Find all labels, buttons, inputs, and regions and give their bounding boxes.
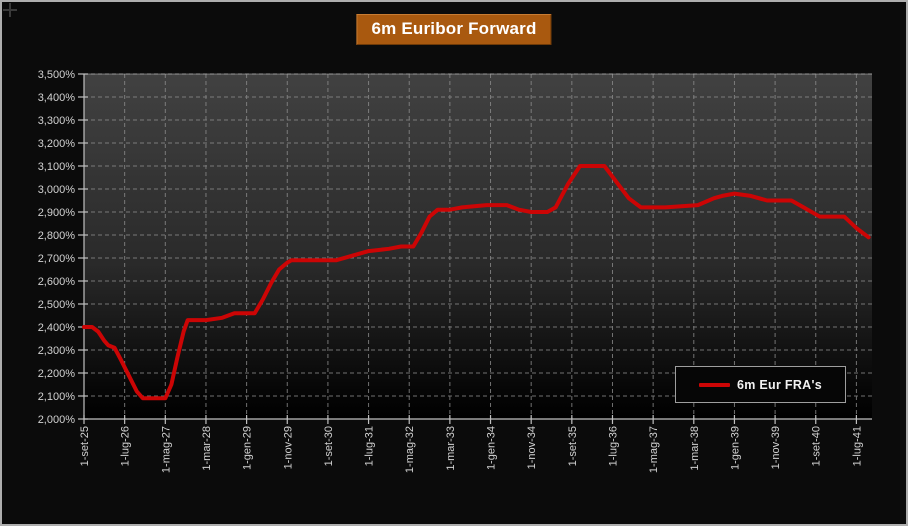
svg-text:1-mar-28: 1-mar-28 [201,426,213,471]
svg-text:1-mar-33: 1-mar-33 [445,426,457,471]
svg-text:3,100%: 3,100% [38,161,76,173]
tick-marks [78,73,858,424]
series-line [82,164,871,401]
svg-text:2,600%: 2,600% [38,276,76,288]
svg-text:2,700%: 2,700% [38,253,76,265]
svg-text:3,000%: 3,000% [38,184,76,196]
svg-text:1-nov-39: 1-nov-39 [770,426,782,469]
svg-text:1-lug-31: 1-lug-31 [364,426,376,466]
chart-title: 6m Euribor Forward [356,14,552,45]
svg-text:1-set-25: 1-set-25 [79,426,91,466]
svg-text:1-lug-26: 1-lug-26 [120,426,132,466]
svg-text:2,400%: 2,400% [38,322,76,334]
svg-text:2,800%: 2,800% [38,230,76,242]
svg-text:2,200%: 2,200% [38,368,76,380]
legend-series-label: 6m Eur FRA's [736,377,823,392]
svg-text:1-mar-38: 1-mar-38 [689,426,701,471]
svg-text:1-gen-39: 1-gen-39 [729,426,741,470]
svg-text:3,400%: 3,400% [38,92,76,104]
y-axis-labels: 2,000% 2,100% 2,200% 2,300% 2,400% 2,500% 2,60… [38,69,76,426]
svg-text:3,300%: 3,300% [38,115,76,127]
svg-text:2,100%: 2,100% [38,391,76,403]
legend-line-swatch [698,382,730,387]
svg-text:1-set-40: 1-set-40 [811,426,823,466]
gridlines [83,73,872,419]
svg-text:1-gen-34: 1-gen-34 [486,426,498,470]
svg-text:1-set-35: 1-set-35 [567,426,579,466]
svg-text:2,500%: 2,500% [38,299,76,311]
move-handle-icon [3,3,17,17]
svg-text:1-lug-41: 1-lug-41 [851,426,863,466]
svg-text:3,200%: 3,200% [38,138,76,150]
svg-text:1-nov-34: 1-nov-34 [526,426,538,469]
svg-text:1-mag-27: 1-mag-27 [160,426,172,473]
svg-text:1-gen-29: 1-gen-29 [242,426,254,470]
axes [83,73,872,420]
plot-area [84,74,872,419]
chart-legend: 6m Eur FRA's [675,366,846,403]
svg-text:1-set-30: 1-set-30 [323,426,335,466]
svg-text:1-lug-36: 1-lug-36 [607,426,619,466]
svg-text:2,900%: 2,900% [38,207,76,219]
svg-text:1-mag-37: 1-mag-37 [648,426,660,473]
svg-text:1-nov-29: 1-nov-29 [282,426,294,469]
svg-text:1-mag-32: 1-mag-32 [404,426,416,473]
svg-text:2,000%: 2,000% [38,414,76,426]
x-axis-labels: 1-set-25 1-lug-26 1-mag-27 1-mar-28 1-gen-29… [79,426,863,473]
svg-text:3,500%: 3,500% [38,69,76,81]
svg-text:2,300%: 2,300% [38,345,76,357]
